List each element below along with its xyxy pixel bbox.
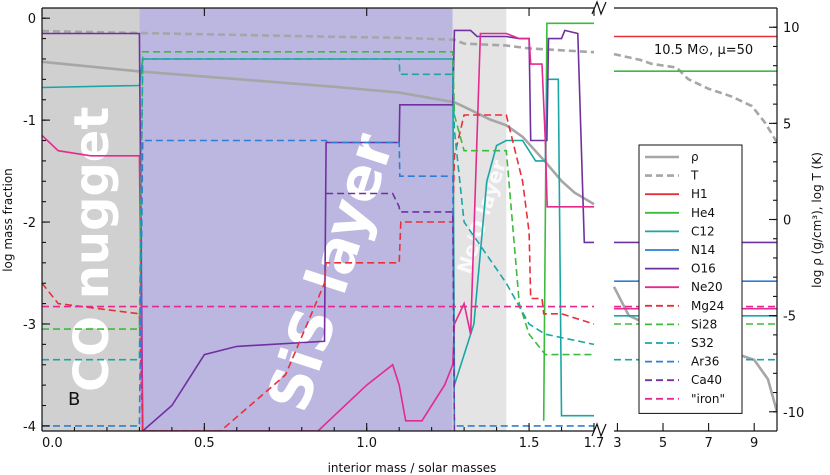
y-axis-label-right: log ρ (g/cm³), log T (K) — [810, 152, 824, 288]
y-tick-label-right-4: -10 — [783, 406, 804, 421]
x-tick-label-left-2: 1.0 — [356, 436, 377, 451]
axis-break-marks — [591, 0, 607, 438]
x-tick-label-right-3: 9 — [750, 436, 758, 451]
legend-box — [638, 144, 743, 414]
y-tick-label-left-1: -1 — [23, 114, 36, 129]
legend-label-6: O16 — [691, 262, 716, 276]
legend-label-3: He4 — [691, 206, 715, 220]
regions — [42, 8, 507, 431]
x-tick-label-right-2: 7 — [704, 436, 712, 451]
series-left-panel — [42, 22, 595, 431]
plot-frame — [41, 7, 778, 432]
series-line-1-right — [613, 52, 777, 144]
y-tick-label-left-2: -2 — [23, 216, 36, 231]
ticks — [41, 8, 777, 431]
legend-label-7: Ne20 — [691, 280, 723, 294]
series-line-4-left — [42, 58, 594, 417]
panel-letter: B — [68, 389, 80, 410]
region-1 — [139, 8, 453, 431]
legend-label-13: "iron" — [691, 392, 725, 406]
legend-label-12: Ca40 — [691, 373, 722, 387]
y-tick-label-right-3: -5 — [783, 310, 796, 325]
legend-label-8: Mg24 — [691, 299, 724, 313]
legend-label-5: N14 — [691, 243, 715, 257]
x-tick-label-right-1: 5 — [659, 436, 667, 451]
y-tick-label-right-2: 0 — [783, 214, 791, 229]
model-annotation: 10.5 M⊙, μ=50 — [654, 43, 753, 58]
series-line-9-left — [42, 50, 594, 356]
y-axis-label-left: log mass fraction — [1, 168, 15, 272]
x-tick-label-left-1: 0.5 — [194, 436, 215, 451]
x-tick-label-right-0: 3 — [613, 436, 621, 451]
legend-label-10: S32 — [691, 336, 714, 350]
series-line-10-left — [42, 58, 595, 361]
x-tick-label-left-4: 1.7 — [584, 436, 605, 451]
x-axis-label: interior mass / solar masses — [328, 461, 497, 475]
legend-label-11: Ar36 — [691, 355, 719, 369]
series-line-11-left — [42, 139, 594, 427]
legend-label-9: Si28 — [691, 317, 717, 331]
series-line-12-left — [326, 192, 456, 431]
y-tick-label-left-3: -3 — [23, 318, 36, 333]
y-tick-label-left-4: -4 — [23, 420, 36, 435]
series-line-7-left — [42, 32, 594, 431]
series-line-6-left — [42, 29, 594, 431]
legend-label-1: T — [690, 169, 699, 183]
x-tick-label-left-0: 0.0 — [42, 436, 63, 451]
legend-label-4: C12 — [691, 224, 715, 238]
x-tick-label-left-3: 1.5 — [519, 436, 540, 451]
legend-label-0: ρ — [691, 150, 699, 164]
legend-label-2: H1 — [691, 187, 708, 201]
y-tick-label-right-1: 5 — [783, 117, 791, 132]
y-tick-label-left-0: 0 — [28, 12, 36, 27]
legend: ρT H1 He4 C12 N14 O16 Ne20 Mg24 Si28 S32 Ar36 Ca40 "… — [638, 144, 743, 414]
region-label-co-nugget: CO nugget — [64, 107, 120, 392]
tick-labels: 0.0 0.5 1.0 1.5 1.7 3 5 7 9 0 -1 -2 -3 -4 10 5 0 -5 -10 — [23, 12, 804, 451]
y-tick-label-right-0: 10 — [783, 21, 800, 36]
series-line-3-left — [542, 22, 594, 421]
